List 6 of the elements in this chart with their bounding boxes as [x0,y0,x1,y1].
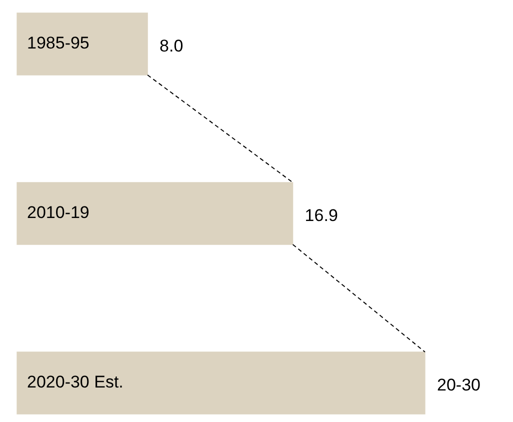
data-label: 20-30 [437,376,480,395]
data-label: 8.0 [160,36,184,56]
y-tick-label: 2010-19 [27,203,90,222]
y-tick-label: 2020-30 Est. [27,372,124,392]
y-tick-label: 1985-95 [27,34,90,53]
data-label: 16.9 [304,206,338,226]
